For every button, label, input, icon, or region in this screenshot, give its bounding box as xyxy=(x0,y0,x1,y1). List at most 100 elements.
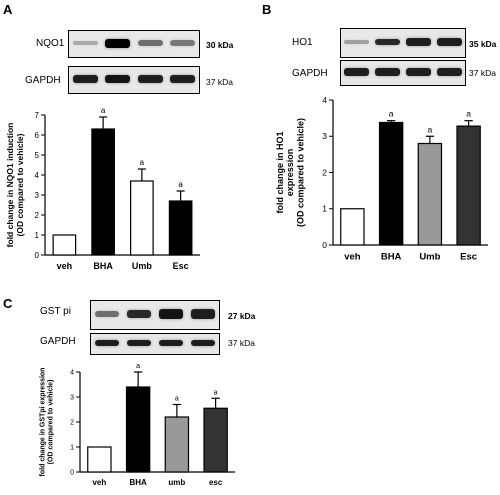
kda-gapdh-c: 37 kDa xyxy=(228,338,255,348)
gstpi-annotation: a xyxy=(136,363,140,370)
gstpi-band xyxy=(158,309,184,319)
nqo1-annotation: a xyxy=(101,106,106,115)
chart-nqo1: 0 1 2 3 4 5 6 7 veh a BHA a Umb a Esc fold change in NQ… xyxy=(5,106,200,271)
kda-gstpi: 27 kDa xyxy=(228,311,256,321)
blot-gapdh-c xyxy=(90,333,220,355)
kda-nqo1: 30 kDa xyxy=(206,40,234,50)
nqo1-category-label: BHA xyxy=(93,261,113,271)
blot-label-gstpi: GST pi xyxy=(40,306,71,317)
blot-gapdh-b xyxy=(340,60,466,86)
ho1-bar-esc xyxy=(456,125,481,246)
ho1-y-axis-label: fold change in HO1expression(OD compared… xyxy=(275,118,306,227)
gapdh-a-band xyxy=(72,74,98,84)
nqo1-y-tick-label: 7 xyxy=(35,111,40,120)
nqo1-y-tick-label: 4 xyxy=(35,171,40,180)
gstpi-y-tick-label: 2 xyxy=(70,419,74,426)
nqo1-y-tick-label: 1 xyxy=(35,231,40,240)
gstpi-band xyxy=(94,310,120,318)
nqo1-band xyxy=(137,40,163,46)
ho1-y-tick-label: 1 xyxy=(322,204,327,214)
ho1-bar-umb xyxy=(417,142,443,246)
ho1-band xyxy=(406,38,431,46)
ho1-annotation: a xyxy=(389,109,394,119)
chart-gstpi: 0 1 2 3 4 veh a BHA a umb a esc fold change in GSTpi… xyxy=(39,363,235,487)
gapdh-b-band xyxy=(375,68,400,76)
chart-ho1: 0 1 2 3 4 veh a BHA a Umb a Esc fold change in HO1ex… xyxy=(275,95,488,263)
gapdh-c-band xyxy=(158,340,184,346)
ho1-y-tick-label: 2 xyxy=(322,167,327,177)
gstpi-annotation: a xyxy=(214,389,218,396)
panel-letter-b: B xyxy=(262,2,272,17)
gapdh-b-band xyxy=(437,68,462,76)
gstpi-y-tick-label: 0 xyxy=(70,469,74,476)
ho1-annotation: a xyxy=(466,109,471,119)
ho1-y-tick-label: 0 xyxy=(322,240,327,250)
gapdh-a-band xyxy=(105,74,131,84)
blot-gapdh-a xyxy=(68,66,200,94)
gapdh-a-band xyxy=(170,74,196,84)
blot-label-ho1: HO1 xyxy=(292,37,313,48)
nqo1-category-label: veh xyxy=(57,261,73,271)
ho1-bar-veh xyxy=(340,208,365,246)
gstpi-y-tick-label: 4 xyxy=(70,369,74,376)
nqo1-band xyxy=(170,40,196,46)
gstpi-bar-esc xyxy=(203,407,228,473)
gstpi-y-tick-label: 3 xyxy=(70,394,74,401)
nqo1-y-tick-label: 0 xyxy=(35,251,40,260)
gapdh-a-band xyxy=(137,74,163,84)
gstpi-annotation: a xyxy=(175,396,179,403)
nqo1-bar-umb xyxy=(130,180,154,256)
gapdh-c-band xyxy=(190,340,216,346)
ho1-band xyxy=(375,38,400,46)
nqo1-band xyxy=(72,40,98,45)
ho1-band xyxy=(437,38,462,46)
ho1-bar-bha xyxy=(378,121,404,246)
ho1-category-label: Esc xyxy=(460,252,477,263)
ho1-y-tick-label: 3 xyxy=(322,131,327,141)
gstpi-bar-bha xyxy=(125,386,151,473)
gapdh-c-band xyxy=(94,340,120,346)
nqo1-y-axis-label: fold change in NQO1 induction(OD compare… xyxy=(5,123,25,248)
kda-gapdh-b: 37 kDa xyxy=(469,68,496,78)
gstpi-bar-veh xyxy=(87,446,112,473)
blot-label-nqo1: NQO1 xyxy=(36,38,65,49)
nqo1-y-tick-label: 2 xyxy=(35,211,40,220)
nqo1-bar-veh xyxy=(52,234,77,256)
nqo1-y-tick-label: 3 xyxy=(35,191,40,200)
gstpi-category-label: umb xyxy=(168,478,185,487)
nqo1-category-label: Esc xyxy=(173,261,189,271)
nqo1-annotation: a xyxy=(140,158,145,167)
blot-nqo1 xyxy=(68,30,200,58)
gapdh-c-band xyxy=(126,340,152,346)
blot-label-gapdh-c: GAPDH xyxy=(40,336,76,347)
gstpi-y-tick-label: 1 xyxy=(70,444,74,451)
nqo1-y-tick-label: 6 xyxy=(35,131,40,140)
ho1-category-label: BHA xyxy=(381,252,402,263)
gapdh-b-band xyxy=(344,68,369,76)
kda-ho1: 35 kDa xyxy=(469,39,497,49)
panel-letter-c: C xyxy=(3,296,13,311)
blot-label-gapdh-a: GAPDH xyxy=(25,75,61,86)
nqo1-y-tick-label: 5 xyxy=(35,151,40,160)
nqo1-band xyxy=(105,38,131,48)
gstpi-bar-umb xyxy=(164,416,190,473)
gstpi-band xyxy=(126,309,152,319)
blot-gstpi xyxy=(90,300,220,330)
ho1-category-label: veh xyxy=(344,252,361,263)
gstpi-category-label: veh xyxy=(92,478,106,487)
gstpi-category-label: esc xyxy=(209,478,223,487)
kda-gapdh-a: 37 kDa xyxy=(206,77,233,87)
panel-letter-a: A xyxy=(3,2,13,17)
gstpi-category-label: BHA xyxy=(129,478,147,487)
blot-label-gapdh-b: GAPDH xyxy=(292,68,328,79)
nqo1-bar-esc xyxy=(168,200,193,256)
gapdh-b-band xyxy=(406,68,431,76)
blot-ho1 xyxy=(340,28,466,58)
nqo1-category-label: Umb xyxy=(132,261,153,271)
gstpi-band xyxy=(190,309,216,319)
nqo1-annotation: a xyxy=(178,180,183,189)
ho1-annotation: a xyxy=(428,124,433,134)
ho1-y-tick-label: 4 xyxy=(322,95,327,105)
gstpi-y-axis-label: fold change in GSTpi expression(OD compa… xyxy=(39,368,54,477)
ho1-category-label: Umb xyxy=(419,252,440,263)
